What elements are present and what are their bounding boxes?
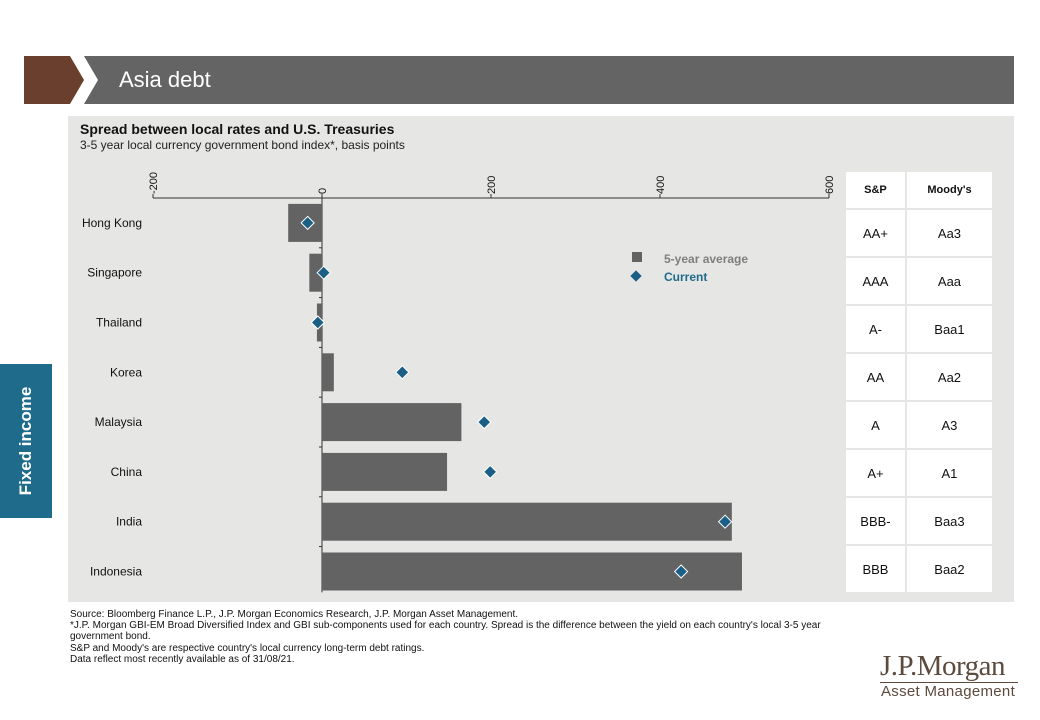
average-bar [322, 353, 334, 392]
x-tick-label: 400 [655, 176, 667, 194]
legend-average-label: 5-year average [664, 252, 749, 266]
current-marker [717, 514, 733, 529]
current-marker [477, 414, 492, 430]
average-bar [322, 502, 732, 541]
current-marker [310, 315, 325, 330]
header-arrow-icon [24, 56, 84, 104]
table-row: AAA Aaa [844, 256, 995, 306]
moodys-header: Moody's [904, 170, 995, 210]
chart-title: Spread between local rates and U.S. Trea… [80, 121, 395, 137]
current-marker [482, 464, 498, 480]
average-bar [322, 452, 448, 491]
sp-rating: BBB- [844, 496, 907, 546]
source-note: Source: Bloomberg Finance L.P., J.P. Mor… [70, 609, 519, 620]
legend-current-label: Current [664, 270, 708, 284]
ratings-note: S&P and Moody's are respective country's… [70, 643, 425, 654]
moodys-rating: Aa2 [904, 352, 995, 402]
sp-rating: AA [844, 352, 907, 402]
ratings-table: S&P Moody's AA+ Aa3 AAA Aaa A- Baa1 AA Aa2 A… [844, 170, 995, 594]
side-tab [0, 364, 52, 518]
category-label: Indonesia [90, 565, 142, 579]
category-label: Thailand [96, 316, 142, 330]
category-label: Korea [110, 365, 142, 379]
jpmorgan-logo: J.P.Morgan [880, 650, 1006, 682]
table-row: AA+ Aa3 [844, 208, 995, 258]
category-label: Malaysia [95, 415, 143, 429]
x-tick-label: 0 [317, 188, 329, 194]
table-row: BBB Baa2 [844, 544, 995, 594]
average-bar [309, 253, 322, 292]
current-marker [300, 215, 315, 231]
current-marker [395, 365, 410, 380]
moodys-rating: Baa1 [904, 304, 995, 354]
x-tick-label: 600 [824, 176, 836, 194]
sp-rating: A [844, 400, 907, 450]
sp-rating: A+ [844, 448, 907, 498]
moodys-rating: Aaa [904, 256, 995, 306]
sp-header: S&P [844, 170, 907, 210]
ratings-header-row: S&P Moody's [844, 170, 995, 210]
table-row: A A3 [844, 400, 995, 450]
table-row: A- Baa1 [844, 304, 995, 354]
current-marker [673, 564, 689, 579]
moodys-rating: Baa3 [904, 496, 995, 546]
table-row: AA Aa2 [844, 352, 995, 402]
x-tick-label: -200 [148, 172, 160, 194]
chart-subtitle: 3-5 year local currency government bond … [80, 138, 405, 152]
moodys-rating: A1 [904, 448, 995, 498]
category-label: India [116, 515, 142, 529]
category-label: Singapore [87, 266, 142, 280]
average-bar [322, 403, 462, 442]
sp-rating: AA+ [844, 208, 907, 258]
sp-rating: AAA [844, 256, 907, 306]
x-tick-label: 200 [486, 176, 498, 194]
table-row: BBB- Baa3 [844, 496, 995, 546]
date-note: Data reflect most recently available as … [70, 654, 295, 665]
page-title: Asia debt [119, 67, 211, 92]
moodys-rating: Aa3 [904, 208, 995, 258]
category-label: Hong Kong [82, 216, 142, 230]
header-bar [84, 56, 1014, 104]
average-bar [322, 552, 742, 591]
logo-subtitle: Asset Management [881, 683, 1016, 700]
sp-rating: BBB [844, 544, 907, 594]
legend-average-swatch [632, 252, 642, 262]
index-note: *J.P. Morgan GBI-EM Broad Diversified In… [70, 620, 821, 642]
category-label: China [111, 465, 143, 479]
moodys-rating: A3 [904, 400, 995, 450]
table-row: A+ A1 [844, 448, 995, 498]
current-marker [316, 265, 331, 280]
logo-rule [880, 682, 1018, 683]
sp-rating: A- [844, 304, 907, 354]
moodys-rating: Baa2 [904, 544, 995, 594]
